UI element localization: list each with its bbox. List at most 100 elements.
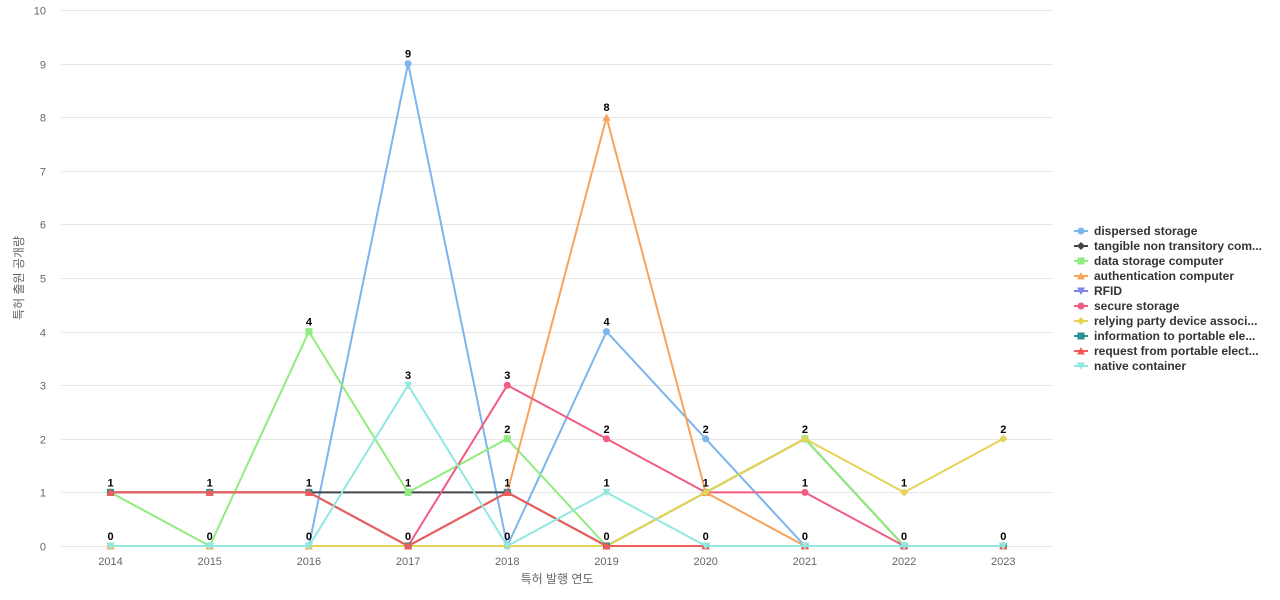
data-label: 0 [901, 531, 907, 543]
legend-label: data storage computer [1094, 254, 1224, 268]
data-point[interactable] [404, 542, 413, 550]
data-point[interactable] [603, 328, 610, 336]
legend-item[interactable]: native container [1074, 359, 1186, 373]
data-label: 9 [405, 49, 411, 61]
data-point[interactable] [106, 542, 115, 551]
data-point[interactable] [800, 434, 809, 443]
legend-marker [1077, 362, 1085, 370]
legend-marker [1077, 227, 1085, 235]
legend-item[interactable]: dispersed storage [1074, 224, 1198, 238]
series-9 [106, 381, 1008, 551]
legend-label: native container [1094, 359, 1186, 373]
data-label: 0 [207, 531, 213, 543]
legend-label: information to portable ele... [1094, 329, 1255, 343]
data-point[interactable] [999, 542, 1008, 551]
data-point[interactable] [304, 488, 313, 496]
data-point[interactable] [503, 542, 512, 551]
data-point[interactable] [800, 542, 809, 551]
x-tick-label: 2021 [793, 556, 817, 568]
legend-item[interactable]: request from portable elect... [1074, 344, 1259, 358]
legend-label: relying party device associ... [1094, 314, 1257, 328]
data-point[interactable] [900, 542, 909, 551]
data-label: 1 [207, 477, 213, 489]
series-line [110, 330, 1004, 547]
legend-label: request from portable elect... [1094, 344, 1259, 358]
data-point[interactable] [503, 381, 511, 389]
legend-marker [1077, 332, 1085, 340]
x-tick-label: 2019 [594, 556, 618, 568]
data-point[interactable] [404, 488, 412, 496]
legend-item[interactable]: authentication computer [1074, 269, 1234, 283]
data-label: 2 [802, 424, 808, 436]
legend-marker [1077, 317, 1085, 325]
data-point[interactable] [602, 113, 611, 121]
data-label: 1 [802, 477, 808, 489]
y-tick-label: 0 [40, 542, 46, 554]
legend-marker [1077, 272, 1085, 280]
data-point[interactable] [602, 488, 611, 497]
y-tick-label: 2 [40, 435, 46, 447]
data-point[interactable] [702, 435, 710, 443]
legend-item[interactable]: RFID [1074, 284, 1122, 298]
data-point[interactable] [999, 434, 1008, 443]
legend-item[interactable]: secure storage [1074, 299, 1180, 313]
y-tick-label: 3 [40, 381, 46, 393]
data-label: 8 [603, 102, 609, 114]
data-label: 0 [703, 531, 709, 543]
data-label: 1 [703, 477, 709, 489]
y-tick-label: 10 [34, 6, 46, 18]
data-label: 0 [1000, 531, 1006, 543]
x-axis-ticks: 2014 2015 2016 2017 2018 2019 2020 2021 2022 2023 [98, 556, 1015, 568]
data-point[interactable] [503, 488, 512, 496]
data-point[interactable] [701, 542, 710, 551]
grid-lines [61, 10, 1053, 547]
series-line [110, 116, 1004, 547]
legend-item[interactable]: data storage computer [1074, 254, 1224, 268]
x-tick-label: 2020 [693, 556, 717, 568]
data-point[interactable] [305, 328, 313, 336]
legend-marker [1077, 287, 1085, 295]
x-tick-label: 2023 [991, 556, 1015, 568]
data-label: 1 [306, 477, 312, 489]
x-tick-label: 2015 [197, 556, 221, 568]
data-label: 1 [603, 477, 609, 489]
data-point[interactable] [106, 488, 115, 496]
data-point[interactable] [404, 60, 412, 68]
legend-item[interactable]: information to portable ele... [1074, 329, 1255, 343]
data-point[interactable] [603, 435, 610, 443]
data-label: 1 [405, 477, 411, 489]
series-line [110, 384, 1004, 547]
data-point[interactable] [701, 488, 710, 497]
y-tick-label: 4 [40, 328, 46, 340]
legend-item[interactable]: tangible non transitory com... [1074, 239, 1262, 253]
data-point[interactable] [900, 488, 909, 497]
legend-label: RFID [1094, 284, 1122, 298]
data-point[interactable] [404, 381, 413, 390]
data-point[interactable] [602, 542, 611, 550]
data-point[interactable] [205, 488, 214, 496]
data-label: 1 [901, 477, 907, 489]
y-tick-label: 1 [40, 488, 46, 500]
y-tick-label: 8 [40, 113, 46, 125]
data-point[interactable] [801, 488, 809, 496]
data-point[interactable] [304, 542, 313, 551]
x-tick-label: 2022 [892, 556, 916, 568]
x-tick-label: 2016 [297, 556, 321, 568]
legend-item[interactable]: relying party device associ... [1074, 314, 1257, 328]
data-label: 0 [504, 531, 510, 543]
data-label: 1 [107, 477, 113, 489]
x-tick-label: 2017 [396, 556, 420, 568]
legend-label: secure storage [1094, 299, 1180, 313]
data-label: 4 [306, 317, 313, 329]
legend-label: tangible non transitory com... [1094, 239, 1262, 253]
data-point[interactable] [205, 542, 214, 551]
series-line [110, 384, 1004, 547]
legend-label: authentication computer [1094, 269, 1234, 283]
x-tick-label: 2014 [98, 556, 122, 568]
data-label: 0 [603, 531, 609, 543]
y-axis-title: 특허 출원 공개량 [12, 236, 26, 320]
data-point[interactable] [503, 435, 511, 443]
data-label: 2 [1000, 424, 1006, 436]
